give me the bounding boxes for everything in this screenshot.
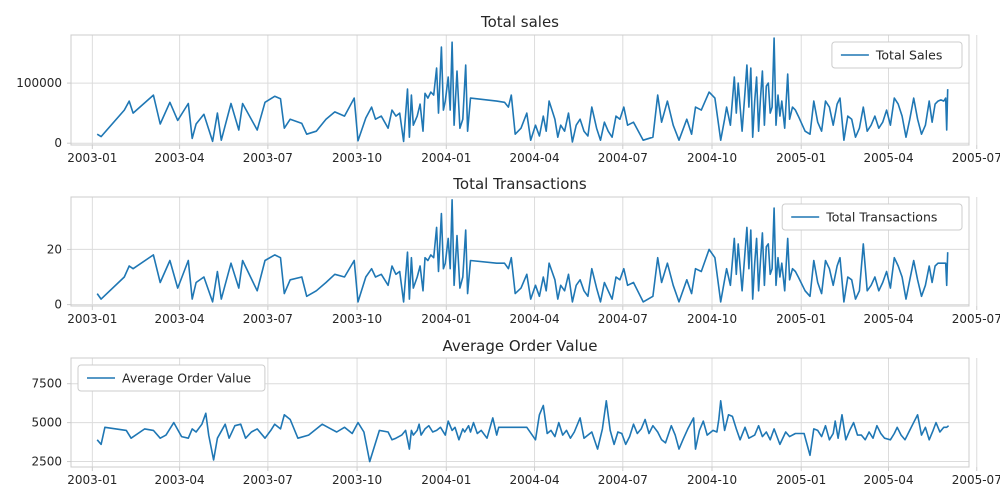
average-order-value-y-tick-label: 5000 (31, 416, 62, 430)
average-order-value-legend: Average Order Value (77, 364, 266, 392)
average-order-value-x-tick-label: 2003-07 (243, 473, 293, 487)
total-sales-y-tick-label: 100000 (16, 76, 62, 90)
average-order-value-y-tick-label: 7500 (31, 377, 62, 391)
total-transactions-x-tick-label: 2004-10 (687, 312, 737, 326)
total-sales-legend-label: Total Sales (875, 48, 942, 63)
average-order-value-x-tick-label: 2004-10 (687, 473, 737, 487)
total-transactions-x-tick-label: 2003-10 (332, 312, 382, 326)
total-sales-x-tick-label: 2004-10 (687, 151, 737, 165)
total-transactions-legend-box (781, 203, 963, 231)
total-sales-x-tick-label: 2003-07 (243, 151, 293, 165)
total-transactions-x-tick-label: 2005-04 (863, 312, 913, 326)
average-order-value-x-tick-label: 2005-07 (952, 473, 1000, 487)
total-sales-x-tick-label: 2004-07 (598, 151, 648, 165)
total-sales-x-tick-label: 2003-10 (332, 151, 382, 165)
total-sales-x-tick-label: 2003-01 (67, 151, 117, 165)
total-transactions-x-tick-label: 2004-07 (598, 312, 648, 326)
total-transactions-x-tick-label: 2005-01 (776, 312, 826, 326)
total-transactions-x-tick-label: 2004-01 (421, 312, 471, 326)
average-order-value-x-tick-label: 2003-01 (67, 473, 117, 487)
total-transactions-x-tick-label: 2003-04 (155, 312, 205, 326)
average-order-value-series-line-average-order-value (96, 400, 950, 463)
total-sales-x-tick-label: 2005-01 (776, 151, 826, 165)
average-order-value-x-tick-label: 2003-04 (155, 473, 205, 487)
total-sales-series-line-total-sales (96, 37, 949, 143)
total-transactions-panel: 2003-01 2003-04 2003-07 2003-10 2004-01 2004-… (47, 175, 1000, 326)
total-transactions-series-line-total-transactions (96, 199, 949, 303)
total-sales-y-tick-label: 0 (54, 136, 62, 150)
average-order-value-title: Average Order Value (443, 337, 598, 355)
total-transactions-legend: Total Transactions (781, 203, 963, 231)
average-order-value-panel: 2003-01 2003-04 2003-07 2003-10 2004-01 2004-… (31, 337, 1000, 487)
average-order-value-legend-box (77, 364, 266, 392)
average-order-value-legend-label: Average Order Value (122, 371, 251, 386)
average-order-value-x-tick-label: 2005-01 (776, 473, 826, 487)
total-transactions-legend-label: Total Transactions (825, 210, 937, 225)
total-sales-panel: 2003-01 2003-04 2003-07 2003-10 2004-01 2004-… (16, 13, 1000, 165)
total-transactions-x-tick-label: 2004-04 (509, 312, 559, 326)
total-transactions-title: Total Transactions (452, 175, 587, 193)
total-sales-legend-box (831, 41, 963, 69)
average-order-value-x-tick-label: 2004-01 (421, 473, 471, 487)
total-transactions-axes-frame (70, 196, 970, 307)
total-sales-legend: Total Sales (831, 41, 963, 69)
total-sales-x-tick-label: 2005-07 (952, 151, 1000, 165)
average-order-value-x-tick-label: 2004-07 (598, 473, 648, 487)
total-sales-axes-frame (70, 34, 970, 146)
total-sales-x-tick-label: 2005-04 (863, 151, 913, 165)
total-transactions-y-tick-label: 0 (54, 298, 62, 312)
total-transactions-y-tick-label: 20 (47, 242, 62, 256)
average-order-value-x-tick-label: 2004-04 (509, 473, 559, 487)
total-transactions-x-tick-label: 2003-07 (243, 312, 293, 326)
total-transactions-x-tick-label: 2005-07 (952, 312, 1000, 326)
average-order-value-x-tick-label: 2005-04 (863, 473, 913, 487)
total-sales-x-tick-label: 2003-04 (155, 151, 205, 165)
average-order-value-y-tick-label: 2500 (31, 455, 62, 469)
total-sales-x-tick-label: 2004-04 (509, 151, 559, 165)
total-sales-x-tick-label: 2004-01 (421, 151, 471, 165)
average-order-value-x-tick-label: 2003-10 (332, 473, 382, 487)
average-order-value-axes-frame (70, 357, 970, 468)
total-sales-title: Total sales (480, 13, 559, 31)
total-transactions-x-tick-label: 2003-01 (67, 312, 117, 326)
